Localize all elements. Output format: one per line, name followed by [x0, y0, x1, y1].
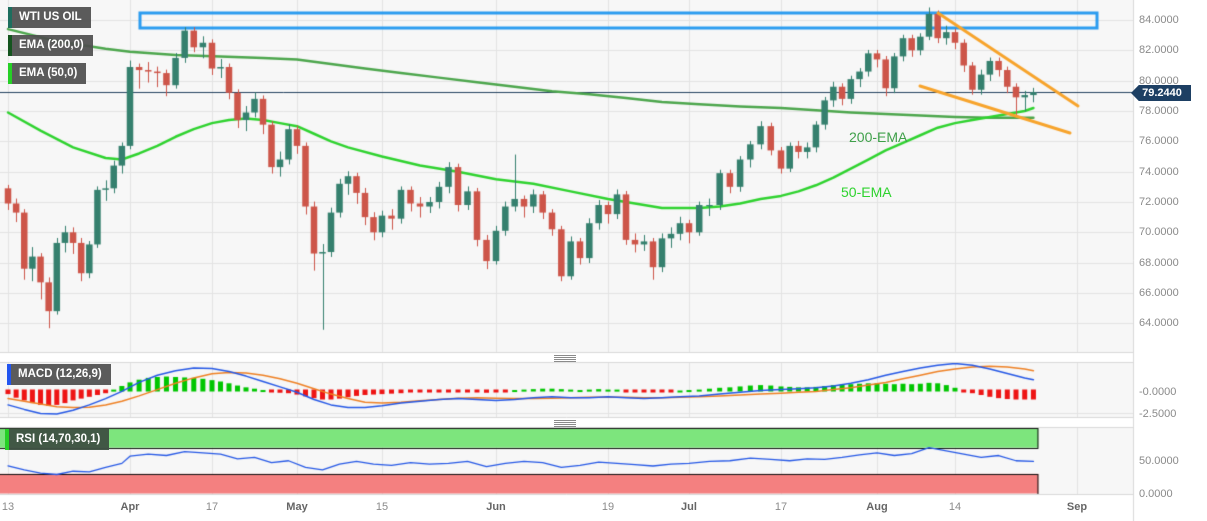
time-axis-label: 13	[1, 501, 15, 513]
price-axis-label: 76.0000	[1139, 135, 1179, 148]
price-axis-label: 82.0000	[1139, 44, 1179, 57]
last-price-value: 79.2440	[1142, 87, 1182, 99]
time-axis-label: Jun	[486, 501, 506, 513]
time-axis-label: 17	[205, 501, 219, 513]
symbol-legend[interactable]: WTI US OIL	[8, 7, 91, 28]
time-axis-label: Sep	[1066, 501, 1088, 513]
time-axis-label: 17	[774, 501, 788, 513]
time-axis-label: Apr	[120, 501, 140, 513]
rsi-legend-accent	[5, 429, 9, 450]
price-axis-label: 68.0000	[1139, 256, 1179, 269]
macd-legend-accent	[7, 364, 11, 385]
rsi-legend-label: RSI (14,70,30,1)	[16, 433, 101, 445]
panel-resize-handle[interactable]	[554, 355, 576, 362]
time-axis-label: May	[286, 501, 308, 513]
macd-axis-label: -0.0000	[1139, 385, 1177, 398]
macd-axis-label: -2.5000	[1139, 408, 1177, 420]
rsi-axis-label: 0.0000	[1139, 487, 1173, 500]
symbol-legend-accent	[8, 7, 12, 28]
ema200-legend-label: EMA (200,0)	[19, 39, 84, 51]
ema200-legend-accent	[8, 35, 12, 56]
price-axis-label: 78.0000	[1139, 104, 1179, 117]
ema50-legend[interactable]: EMA (50,0)	[8, 63, 87, 84]
ema50-legend-label: EMA (50,0)	[19, 67, 78, 79]
rsi-axis-label: 50.0000	[1139, 454, 1179, 467]
time-axis-label: 19	[601, 501, 615, 513]
price-axis-label: 66.0000	[1139, 286, 1179, 299]
last-price-badge: 79.2440	[1131, 85, 1191, 101]
panel-resize-handle[interactable]	[554, 420, 576, 427]
time-axis-label: Aug	[866, 501, 888, 513]
time-axis-label: 14	[948, 501, 962, 513]
time-axis-label: 15	[375, 501, 389, 513]
symbol-legend-label: WTI US OIL	[19, 11, 82, 23]
time-axis-label: Jul	[681, 501, 697, 513]
ema50-legend-accent	[8, 63, 12, 84]
macd-legend[interactable]: MACD (12,26,9)	[7, 364, 111, 385]
price-axis-label: 64.0000	[1139, 317, 1179, 330]
price-axis-label: 74.0000	[1139, 165, 1179, 178]
price-axis-label: 80.0000	[1139, 74, 1179, 87]
price-axis-label: 84.0000	[1139, 14, 1179, 26]
macd-legend-label: MACD (12,26,9)	[18, 368, 102, 380]
rsi-legend[interactable]: RSI (14,70,30,1)	[5, 429, 110, 450]
ema200-legend[interactable]: EMA (200,0)	[8, 35, 93, 56]
ema50-annotation: 50-EMA	[841, 184, 892, 200]
price-axis-label: 72.0000	[1139, 195, 1179, 208]
price-axis-label: 70.0000	[1139, 226, 1179, 239]
ema200-annotation: 200-EMA	[849, 129, 908, 145]
